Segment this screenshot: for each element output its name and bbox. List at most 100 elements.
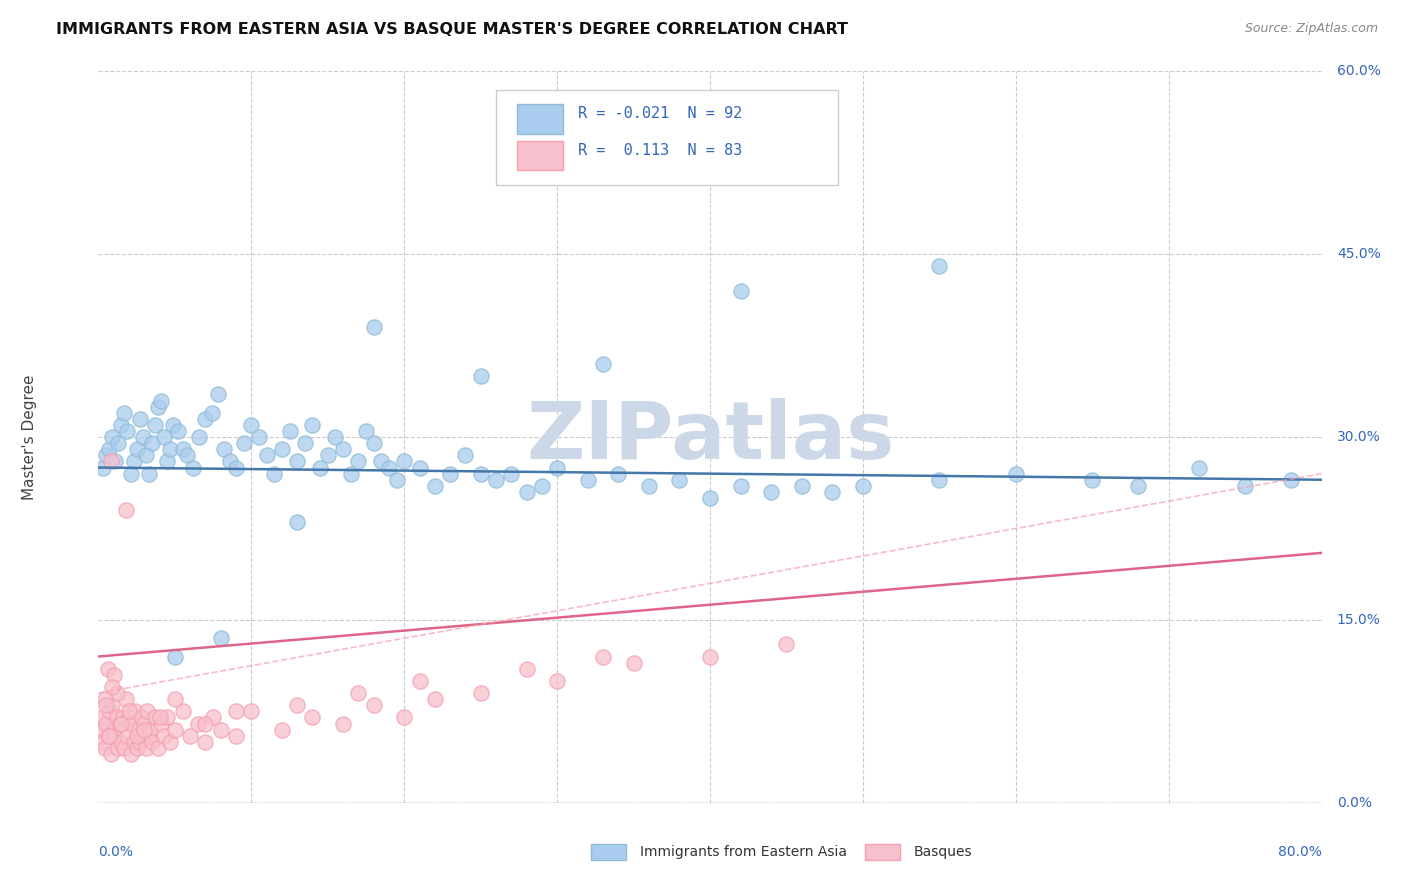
Point <box>309 460 332 475</box>
Point <box>821 485 844 500</box>
Point <box>301 417 323 432</box>
Point <box>219 454 242 468</box>
Text: Master's Degree: Master's Degree <box>22 375 37 500</box>
Point <box>232 436 254 450</box>
Point <box>592 649 614 664</box>
Point <box>134 723 156 737</box>
Point <box>163 723 186 737</box>
Point <box>122 454 145 468</box>
FancyBboxPatch shape <box>517 141 564 170</box>
Point <box>90 735 112 749</box>
Point <box>150 393 173 408</box>
Point <box>132 430 155 444</box>
Point <box>408 460 430 475</box>
Point <box>470 369 492 384</box>
Point <box>1081 473 1104 487</box>
Point <box>699 649 721 664</box>
Point <box>209 632 232 646</box>
Point <box>200 406 222 420</box>
Point <box>378 460 401 475</box>
Point <box>607 467 630 481</box>
Point <box>392 710 416 724</box>
Point <box>141 436 163 450</box>
Point <box>485 473 508 487</box>
Point <box>354 424 377 438</box>
Point <box>592 357 614 371</box>
Point <box>153 729 176 743</box>
Point <box>385 473 408 487</box>
FancyBboxPatch shape <box>517 104 564 134</box>
Point <box>163 692 186 706</box>
Point <box>179 729 201 743</box>
Point <box>270 723 294 737</box>
Point <box>128 735 150 749</box>
Point <box>128 412 150 426</box>
Point <box>124 705 146 719</box>
Point <box>188 430 211 444</box>
Point <box>107 740 129 755</box>
Point <box>363 436 385 450</box>
Point <box>132 729 155 743</box>
Point <box>93 740 115 755</box>
Point <box>94 716 117 731</box>
Text: R =  0.113  N = 83: R = 0.113 N = 83 <box>578 143 742 158</box>
Point <box>98 705 121 719</box>
Point <box>139 723 162 737</box>
Point <box>121 716 143 731</box>
Point <box>270 442 294 457</box>
Point <box>101 680 124 694</box>
Point <box>347 686 370 700</box>
Text: Immigrants from Eastern Asia: Immigrants from Eastern Asia <box>640 845 846 859</box>
Point <box>363 698 385 713</box>
Point <box>112 740 135 755</box>
Point <box>423 692 446 706</box>
Point <box>105 710 128 724</box>
Point <box>146 740 169 755</box>
Point <box>146 400 169 414</box>
Point <box>100 454 122 468</box>
Point <box>94 449 117 463</box>
Point <box>98 729 121 743</box>
Point <box>470 686 492 700</box>
Point <box>93 692 115 706</box>
Point <box>127 723 149 737</box>
Point <box>339 467 361 481</box>
Point <box>370 454 392 468</box>
Point <box>209 723 232 737</box>
Point <box>225 705 247 719</box>
Point <box>134 716 156 731</box>
Point <box>194 716 217 731</box>
Point <box>347 454 370 468</box>
Point <box>122 735 145 749</box>
Text: R = -0.021  N = 92: R = -0.021 N = 92 <box>578 106 742 121</box>
Point <box>156 710 179 724</box>
Point <box>105 686 128 700</box>
Point <box>91 710 114 724</box>
Point <box>1188 460 1211 475</box>
Point <box>117 424 139 438</box>
Point <box>143 710 166 724</box>
Point <box>115 503 138 517</box>
Point <box>110 417 132 432</box>
Point <box>97 729 120 743</box>
Text: Source: ZipAtlas.com: Source: ZipAtlas.com <box>1244 22 1378 36</box>
Point <box>176 449 198 463</box>
Point <box>256 449 278 463</box>
Point <box>316 449 339 463</box>
Point <box>120 467 142 481</box>
Point <box>138 729 160 743</box>
Point <box>118 705 141 719</box>
Point <box>194 735 217 749</box>
Point <box>225 460 247 475</box>
Point <box>637 479 661 493</box>
Point <box>576 473 599 487</box>
Point <box>623 656 645 670</box>
Point <box>153 430 176 444</box>
Point <box>104 454 127 468</box>
Point <box>110 735 132 749</box>
Point <box>163 649 186 664</box>
Point <box>125 740 148 755</box>
Point <box>149 710 172 724</box>
Point <box>247 430 270 444</box>
Point <box>167 424 190 438</box>
